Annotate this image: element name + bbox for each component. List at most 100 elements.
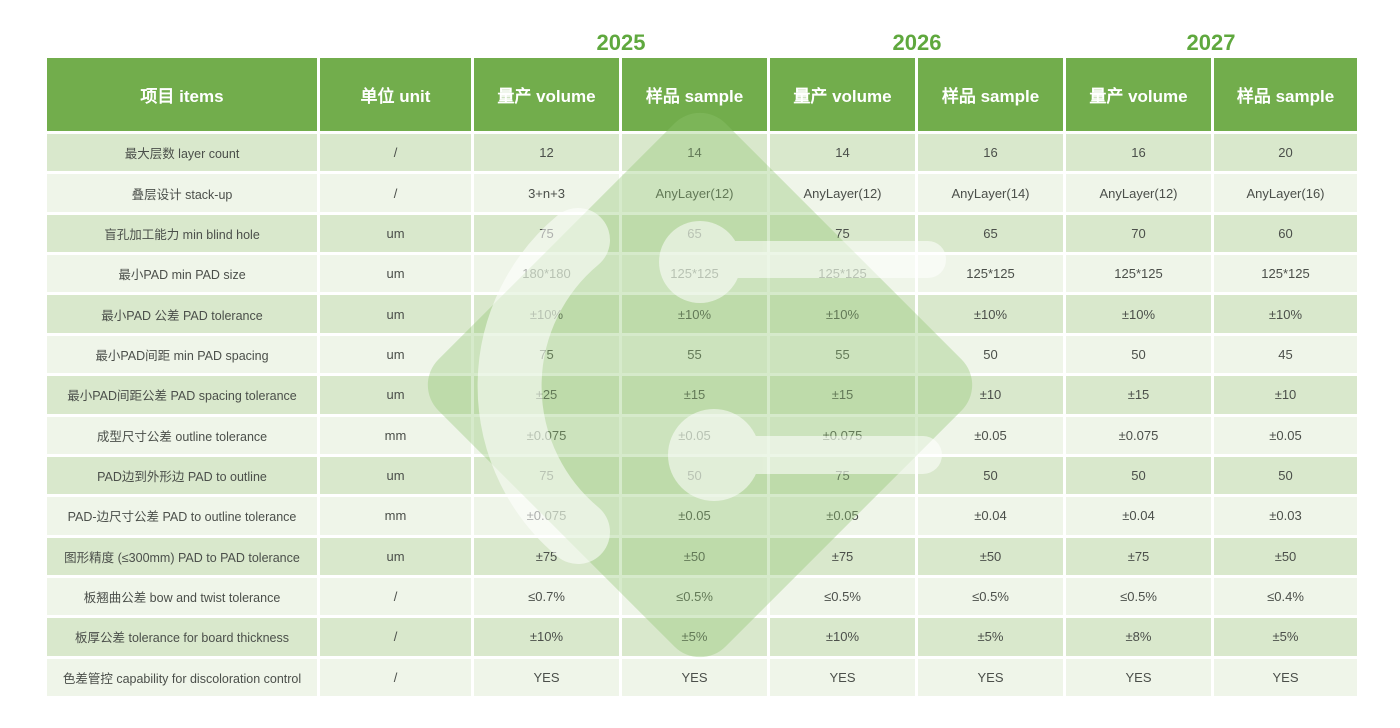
value-cell: 3+n+3 bbox=[474, 174, 619, 212]
unit-cell: mm bbox=[320, 497, 471, 535]
value-cell: 75 bbox=[474, 335, 619, 374]
value-cell: ±0.05 bbox=[1214, 416, 1357, 454]
value-cell: ±15 bbox=[770, 376, 915, 414]
unit-cell: um bbox=[320, 456, 471, 495]
unit-cell: / bbox=[320, 658, 471, 697]
item-label: 最大层数 layer count bbox=[47, 134, 317, 172]
value-cell: ±10% bbox=[770, 618, 915, 656]
item-label: 最小PAD间距公差 PAD spacing tolerance bbox=[47, 376, 317, 414]
value-cell: ±10% bbox=[474, 295, 619, 333]
value-cell: 12 bbox=[474, 134, 619, 172]
value-cell: ±75 bbox=[770, 537, 915, 575]
value-cell: ±5% bbox=[1214, 618, 1357, 656]
value-cell: ±5% bbox=[622, 618, 767, 656]
value-cell: 16 bbox=[1066, 134, 1211, 172]
item-label: 最小PAD间距 min PAD spacing bbox=[47, 335, 317, 374]
value-cell: 125*125 bbox=[1214, 255, 1357, 293]
value-cell: ≤0.5% bbox=[622, 577, 767, 616]
unit-cell: um bbox=[320, 335, 471, 374]
value-cell: ±10% bbox=[770, 295, 915, 333]
value-cell: 55 bbox=[770, 335, 915, 374]
item-label: 叠层设计 stack-up bbox=[47, 174, 317, 212]
value-cell: AnyLayer(14) bbox=[918, 174, 1063, 212]
value-cell: ±0.04 bbox=[918, 497, 1063, 535]
value-cell: 125*125 bbox=[918, 255, 1063, 293]
value-cell: ±0.05 bbox=[918, 416, 1063, 454]
value-cell: 75 bbox=[474, 214, 619, 253]
value-cell: 14 bbox=[770, 134, 915, 172]
item-label: 板厚公差 tolerance for board thickness bbox=[47, 618, 317, 656]
col-header-volume-2025: 量产 volume bbox=[474, 58, 619, 131]
value-cell: 50 bbox=[1214, 456, 1357, 495]
value-cell: ±10% bbox=[1066, 295, 1211, 333]
unit-cell: um bbox=[320, 537, 471, 575]
col-header-volume-2026: 量产 volume bbox=[770, 58, 915, 131]
value-cell: YES bbox=[1066, 658, 1211, 697]
value-cell: 125*125 bbox=[1066, 255, 1211, 293]
value-cell: AnyLayer(12) bbox=[770, 174, 915, 212]
unit-cell: / bbox=[320, 174, 471, 212]
year-2027-label: 2027 bbox=[1186, 30, 1236, 55]
value-cell: ±10 bbox=[918, 376, 1063, 414]
value-cell: ±50 bbox=[622, 537, 767, 575]
value-cell: AnyLayer(12) bbox=[1066, 174, 1211, 212]
value-cell: ±0.03 bbox=[1214, 497, 1357, 535]
item-label: PAD边到外形边 PAD to outline bbox=[47, 456, 317, 495]
value-cell: ±8% bbox=[1066, 618, 1211, 656]
value-cell: ±0.04 bbox=[1066, 497, 1211, 535]
value-cell: ±0.05 bbox=[622, 497, 767, 535]
value-cell: 55 bbox=[622, 335, 767, 374]
value-cell: 16 bbox=[918, 134, 1063, 172]
capability-table: 项目 items 单位 unit 量产 volume 样品 sample 量产 … bbox=[47, 58, 1357, 697]
col-header-unit: 单位 unit bbox=[320, 58, 471, 131]
value-cell: 75 bbox=[770, 214, 915, 253]
value-cell: ±10% bbox=[1214, 295, 1357, 333]
unit-cell: um bbox=[320, 255, 471, 293]
unit-cell: um bbox=[320, 214, 471, 253]
value-cell: ±25 bbox=[474, 376, 619, 414]
value-cell: YES bbox=[770, 658, 915, 697]
value-cell: ±0.075 bbox=[770, 416, 915, 454]
value-cell: 180*180 bbox=[474, 255, 619, 293]
value-cell: ±5% bbox=[918, 618, 1063, 656]
value-cell: ±0.05 bbox=[770, 497, 915, 535]
value-cell: ±0.075 bbox=[474, 416, 619, 454]
value-cell: 50 bbox=[918, 335, 1063, 374]
col-header-volume-2027: 量产 volume bbox=[1066, 58, 1211, 131]
value-cell: ≤0.4% bbox=[1214, 577, 1357, 616]
unit-cell: mm bbox=[320, 416, 471, 454]
value-cell: YES bbox=[474, 658, 619, 697]
item-label: 图形精度 (≤300mm) PAD to PAD tolerance bbox=[47, 537, 317, 575]
value-cell: 125*125 bbox=[622, 255, 767, 293]
item-label: 成型尺寸公差 outline tolerance bbox=[47, 416, 317, 454]
value-cell: ≤0.5% bbox=[918, 577, 1063, 616]
value-cell: ≤0.7% bbox=[474, 577, 619, 616]
item-label: 盲孔加工能力 min blind hole bbox=[47, 214, 317, 253]
col-header-sample-2025: 样品 sample bbox=[622, 58, 767, 131]
item-label: 板翘曲公差 bow and twist tolerance bbox=[47, 577, 317, 616]
value-cell: 65 bbox=[622, 214, 767, 253]
item-label: PAD-边尺寸公差 PAD to outline tolerance bbox=[47, 497, 317, 535]
unit-cell: um bbox=[320, 295, 471, 333]
value-cell: 50 bbox=[1066, 456, 1211, 495]
value-cell: 50 bbox=[1066, 335, 1211, 374]
value-cell: 70 bbox=[1066, 214, 1211, 253]
value-cell: 75 bbox=[474, 456, 619, 495]
value-cell: ≤0.5% bbox=[1066, 577, 1211, 616]
col-header-items: 项目 items bbox=[47, 58, 317, 131]
col-header-sample-2026: 样品 sample bbox=[918, 58, 1063, 131]
value-cell: 14 bbox=[622, 134, 767, 172]
value-cell: 50 bbox=[918, 456, 1063, 495]
value-cell: ±0.05 bbox=[622, 416, 767, 454]
unit-cell: / bbox=[320, 618, 471, 656]
value-cell: 45 bbox=[1214, 335, 1357, 374]
value-cell: ±10 bbox=[1214, 376, 1357, 414]
value-cell: YES bbox=[622, 658, 767, 697]
value-cell: ±10% bbox=[918, 295, 1063, 333]
value-cell: YES bbox=[918, 658, 1063, 697]
year-2026-label: 2026 bbox=[892, 30, 942, 55]
year-2025-label: 2025 bbox=[596, 30, 646, 55]
value-cell: ±0.075 bbox=[474, 497, 619, 535]
value-cell: AnyLayer(16) bbox=[1214, 174, 1357, 212]
